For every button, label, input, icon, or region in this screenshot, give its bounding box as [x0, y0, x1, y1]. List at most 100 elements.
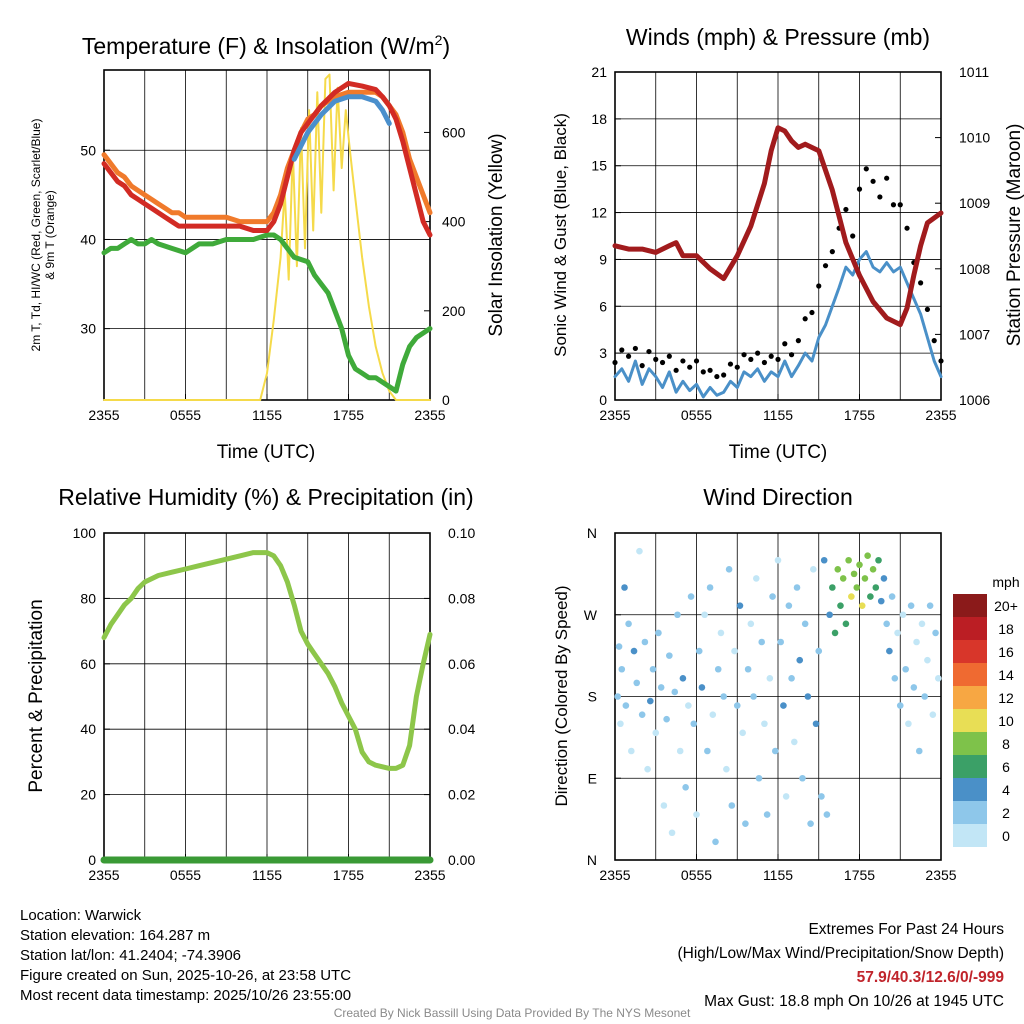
gust-point — [775, 356, 781, 362]
legend-label: 18 — [998, 621, 1014, 637]
direction-point — [695, 647, 703, 655]
direction-point — [867, 593, 874, 600]
recent-data-text: Most recent data timestamp: 2025/10/26 2… — [20, 987, 352, 1004]
direction-point — [932, 629, 939, 637]
direction-point — [750, 693, 757, 700]
gust-point — [822, 263, 829, 269]
direction-point — [848, 593, 855, 600]
x-tick-label: 1155 — [252, 867, 282, 883]
direction-point — [793, 584, 801, 591]
direction-point — [752, 575, 760, 582]
direction-point — [913, 638, 920, 646]
direction-point — [829, 584, 836, 591]
x-tick-label: 1155 — [763, 867, 793, 883]
series-line-relative-humidity — [101, 550, 433, 771]
winds-y2label: Station Pressure (Maroon) — [1004, 124, 1024, 347]
direction-point — [657, 684, 665, 691]
y-tick-label: 12 — [591, 205, 607, 221]
wind-direction-ylabel: Direction (Colored By Speed) — [552, 585, 571, 806]
legend-swatch — [953, 778, 987, 801]
gust-point — [829, 249, 835, 255]
legend-label: 16 — [998, 644, 1014, 660]
y-tick-label: 0 — [88, 852, 96, 868]
x-tick-label: 1155 — [763, 407, 793, 423]
legend-swatch — [953, 617, 987, 640]
y-tick-label: 20 — [80, 787, 96, 803]
legend-label: 0 — [1002, 828, 1010, 844]
gust-point — [904, 225, 910, 231]
direction-point — [877, 597, 885, 605]
direction-point — [739, 729, 746, 737]
direction-point — [815, 647, 823, 655]
direction-point — [655, 629, 662, 637]
direction-point — [774, 556, 782, 564]
direction-point — [630, 647, 638, 655]
direction-point — [905, 720, 912, 728]
legend-label: 10 — [998, 713, 1014, 729]
direction-point — [788, 675, 795, 682]
gust-point — [673, 367, 679, 373]
direction-point — [899, 611, 907, 619]
direction-point — [679, 675, 687, 682]
gust-point — [721, 372, 727, 378]
gust-point — [924, 306, 931, 313]
x-tick-label: 2355 — [88, 407, 119, 423]
created-text: Figure created on Sun, 2025-10-26, at 23… — [20, 967, 352, 984]
direction-point — [926, 602, 934, 609]
direction-point — [915, 747, 923, 755]
wind-direction-title: Wind Direction — [703, 484, 853, 510]
gust-point — [632, 345, 638, 352]
direction-point — [685, 702, 692, 709]
gust-point — [639, 363, 645, 369]
direction-point — [714, 665, 722, 673]
legend-swatch — [953, 594, 987, 617]
direction-point — [666, 652, 673, 659]
legend-swatch — [953, 640, 987, 663]
gust-point — [816, 283, 822, 289]
legend-label: 4 — [1002, 782, 1010, 798]
direction-point — [782, 793, 790, 800]
direction-point — [652, 729, 660, 737]
direction-point — [618, 665, 626, 673]
y2-tick-label: 200 — [442, 303, 466, 319]
y-tick-label: 0 — [599, 392, 607, 408]
x-tick-label: 2355 — [599, 407, 630, 423]
gust-point — [755, 350, 761, 356]
direction-point — [834, 566, 842, 573]
y2-tick-label: 0.02 — [448, 787, 475, 803]
winds-panel: Winds (mph) & Pressure (mb) Time (UTC) S… — [551, 24, 1024, 463]
credit-text: Created By Nick Bassill Using Data Provi… — [333, 1006, 691, 1020]
legend-label: 6 — [1002, 759, 1010, 775]
x-tick-label: 2355 — [925, 407, 956, 423]
direction-point — [777, 638, 785, 646]
direction-point — [869, 566, 877, 573]
direction-point — [807, 820, 814, 827]
direction-point — [698, 684, 706, 691]
series-line-td — [101, 232, 433, 394]
direction-point — [785, 602, 793, 609]
x-tick-label: 0555 — [681, 407, 712, 423]
gust-point — [612, 359, 618, 366]
direction-point — [709, 711, 717, 718]
direction-point — [894, 629, 901, 637]
y2-tick-label: 1011 — [959, 64, 989, 80]
direction-point — [771, 747, 779, 755]
direction-point — [690, 720, 698, 728]
direction-point — [861, 575, 869, 582]
y-tick-label: 40 — [80, 231, 96, 247]
x-tick-label: 0555 — [170, 867, 201, 883]
gust-point — [802, 316, 808, 322]
gust-point — [890, 202, 897, 208]
direction-point — [910, 684, 918, 691]
location-text: Location: Warwick — [20, 907, 142, 924]
gust-point — [714, 373, 720, 380]
direction-point — [856, 561, 863, 569]
direction-point — [674, 611, 681, 619]
y2-tick-label: 1009 — [959, 195, 990, 211]
direction-point — [842, 620, 850, 628]
direction-point — [810, 566, 817, 573]
direction-point — [755, 774, 763, 782]
direction-point — [638, 711, 646, 718]
y-tick-label: 18 — [591, 111, 607, 127]
direction-point — [907, 602, 915, 609]
